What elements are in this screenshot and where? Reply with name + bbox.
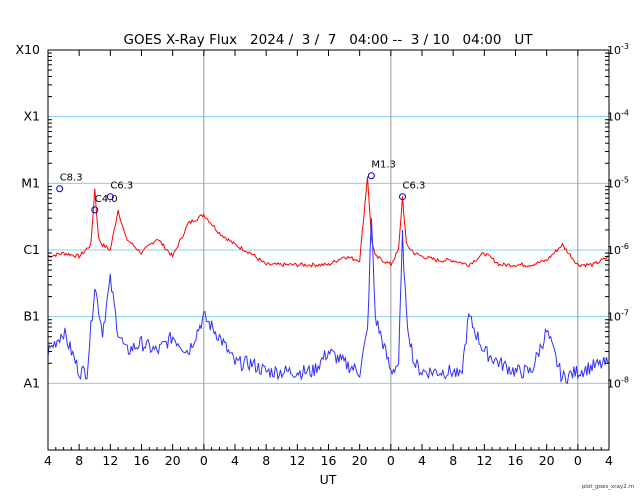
x-tick-label-12: 4 [418,453,426,468]
y-label-C1: C1 [23,242,40,257]
y-right-label-base: 10 [607,177,621,190]
chart-title: GOES X-Ray Flux 2024 / 3 / 7 04:00 -- 3 … [124,32,534,48]
x-tick-label-4: 20 [165,453,181,468]
y-label-A1: A1 [23,375,40,390]
flare-marker-1 [91,206,99,214]
x-tick-label-15: 16 [508,453,524,468]
x-tick-label-5: 0 [200,453,208,468]
flare-label-4: C6.3 [403,181,426,192]
series-layer [47,176,610,384]
y-right-label-base: 10 [607,377,621,390]
flare-label-1: C4.0 [95,194,118,205]
x-tick-label-3: 16 [134,453,150,468]
y-label-M1: M1 [21,175,40,190]
y-right-label-5: 10-3 [607,42,629,57]
y-right-label-base: 10 [607,111,621,124]
x-tick-label-11: 0 [387,453,395,468]
y-right-label-3: 10-5 [607,175,629,190]
x-axis-label: UT [320,472,337,487]
x-tick-label-17: 0 [574,453,582,468]
x-tick-label-1: 8 [75,453,83,468]
y-right-label-exponent: -4 [621,109,629,118]
y-right-label-4: 10-4 [607,109,629,124]
y-right-label-2: 10-6 [607,242,629,257]
y-right-label-exponent: -6 [621,242,629,251]
flare-marker-4 [399,193,407,201]
y-label-X1: X1 [23,109,40,124]
x-tick-label-6: 4 [231,453,239,468]
flare-marker-3 [367,172,375,180]
y-right-label-exponent: -7 [621,309,629,318]
x-tick-label-13: 8 [449,453,457,468]
flux-series-0 [47,176,610,268]
y-right-label-base: 10 [607,44,621,57]
y-label-B1: B1 [23,309,40,324]
x-tick-label-9: 16 [321,453,337,468]
x-tick-label-16: 20 [539,453,555,468]
y-right-label-base: 10 [607,311,621,324]
x-tick-label-2: 12 [102,453,118,468]
y-right-label-0: 10-8 [607,375,629,390]
flare-label-0: C8.3 [60,173,83,184]
y-right-label-1: 10-7 [607,309,629,324]
y-right-label-exponent: -3 [621,42,629,51]
x-tick-label-10: 20 [352,453,368,468]
x-tick-label-18: 4 [605,453,613,468]
flux-series-1 [47,218,610,384]
y-right-label-exponent: -5 [621,175,629,184]
plot-credit: plot_goes_xray2.rn [582,484,635,490]
flare-label-3: M1.3 [371,160,396,171]
x-tick-label-7: 8 [262,453,270,468]
annotation-layer: C8.3 C4.0 C6.3 M1.3 C6.3 [56,160,426,214]
y-right-label-exponent: -8 [621,375,629,384]
grid-layer [48,50,609,450]
flare-marker-0 [56,185,64,193]
x-tick-label-0: 4 [44,453,52,468]
flare-marker-2 [106,193,114,201]
y-right-label-base: 10 [607,244,621,257]
x-tick-label-14: 12 [476,453,492,468]
x-tick-label-8: 12 [289,453,305,468]
y-label-X10: X10 [16,42,41,57]
flare-label-2: C6.3 [110,181,133,192]
